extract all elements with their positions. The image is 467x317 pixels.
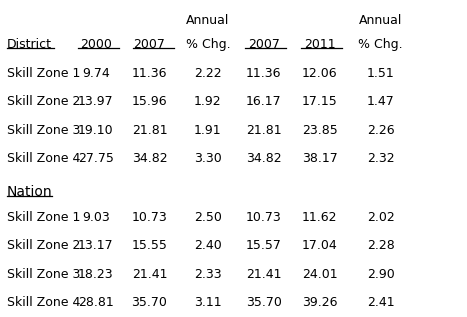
Text: 2007: 2007 — [134, 38, 165, 51]
Text: % Chg.: % Chg. — [185, 38, 230, 51]
Text: 34.82: 34.82 — [132, 152, 167, 165]
Text: Skill Zone 1: Skill Zone 1 — [7, 211, 80, 224]
Text: Annual: Annual — [359, 14, 402, 27]
Text: 11.36: 11.36 — [246, 67, 282, 80]
Text: 24.01: 24.01 — [302, 268, 338, 281]
Text: 18.23: 18.23 — [78, 268, 113, 281]
Text: 21.41: 21.41 — [132, 268, 167, 281]
Text: 2011: 2011 — [304, 38, 336, 51]
Text: 35.70: 35.70 — [132, 296, 167, 309]
Text: 2.40: 2.40 — [194, 239, 222, 252]
Text: 21.81: 21.81 — [246, 124, 282, 137]
Text: 9.03: 9.03 — [82, 211, 110, 224]
Text: 15.55: 15.55 — [132, 239, 167, 252]
Text: 2.22: 2.22 — [194, 67, 222, 80]
Text: 16.17: 16.17 — [246, 95, 282, 108]
Text: 2.28: 2.28 — [367, 239, 395, 252]
Text: 2000: 2000 — [80, 38, 112, 51]
Text: 2.41: 2.41 — [367, 296, 395, 309]
Text: 2.02: 2.02 — [367, 211, 395, 224]
Text: 28.81: 28.81 — [78, 296, 113, 309]
Text: 15.96: 15.96 — [132, 95, 167, 108]
Text: Annual: Annual — [186, 14, 229, 27]
Text: 12.06: 12.06 — [302, 67, 338, 80]
Text: Skill Zone 4: Skill Zone 4 — [7, 296, 80, 309]
Text: 23.85: 23.85 — [302, 124, 338, 137]
Text: 1.47: 1.47 — [367, 95, 395, 108]
Text: 1.51: 1.51 — [367, 67, 395, 80]
Text: 2.33: 2.33 — [194, 268, 222, 281]
Text: 39.26: 39.26 — [302, 296, 338, 309]
Text: 1.92: 1.92 — [194, 95, 222, 108]
Text: 21.41: 21.41 — [246, 268, 282, 281]
Text: 3.30: 3.30 — [194, 152, 222, 165]
Text: 10.73: 10.73 — [246, 211, 282, 224]
Text: 35.70: 35.70 — [246, 296, 282, 309]
Text: 13.17: 13.17 — [78, 239, 113, 252]
Text: 1.91: 1.91 — [194, 124, 222, 137]
Text: 13.97: 13.97 — [78, 95, 113, 108]
Text: 3.11: 3.11 — [194, 296, 222, 309]
Text: Skill Zone 2: Skill Zone 2 — [7, 239, 80, 252]
Text: 11.62: 11.62 — [302, 211, 338, 224]
Text: 2.26: 2.26 — [367, 124, 395, 137]
Text: 19.10: 19.10 — [78, 124, 113, 137]
Text: 2007: 2007 — [248, 38, 280, 51]
Text: 34.82: 34.82 — [246, 152, 282, 165]
Text: 2.90: 2.90 — [367, 268, 395, 281]
Text: Skill Zone 3: Skill Zone 3 — [7, 124, 80, 137]
Text: Skill Zone 4: Skill Zone 4 — [7, 152, 80, 165]
Text: 2.50: 2.50 — [194, 211, 222, 224]
Text: Nation: Nation — [7, 185, 53, 199]
Text: 17.04: 17.04 — [302, 239, 338, 252]
Text: Skill Zone 2: Skill Zone 2 — [7, 95, 80, 108]
Text: Skill Zone 3: Skill Zone 3 — [7, 268, 80, 281]
Text: 9.74: 9.74 — [82, 67, 110, 80]
Text: 27.75: 27.75 — [78, 152, 113, 165]
Text: 15.57: 15.57 — [246, 239, 282, 252]
Text: Skill Zone 1: Skill Zone 1 — [7, 67, 80, 80]
Text: 2.32: 2.32 — [367, 152, 395, 165]
Text: % Chg.: % Chg. — [358, 38, 403, 51]
Text: 21.81: 21.81 — [132, 124, 167, 137]
Text: 38.17: 38.17 — [302, 152, 338, 165]
Text: District: District — [7, 38, 52, 51]
Text: 10.73: 10.73 — [132, 211, 167, 224]
Text: 17.15: 17.15 — [302, 95, 338, 108]
Text: 11.36: 11.36 — [132, 67, 167, 80]
